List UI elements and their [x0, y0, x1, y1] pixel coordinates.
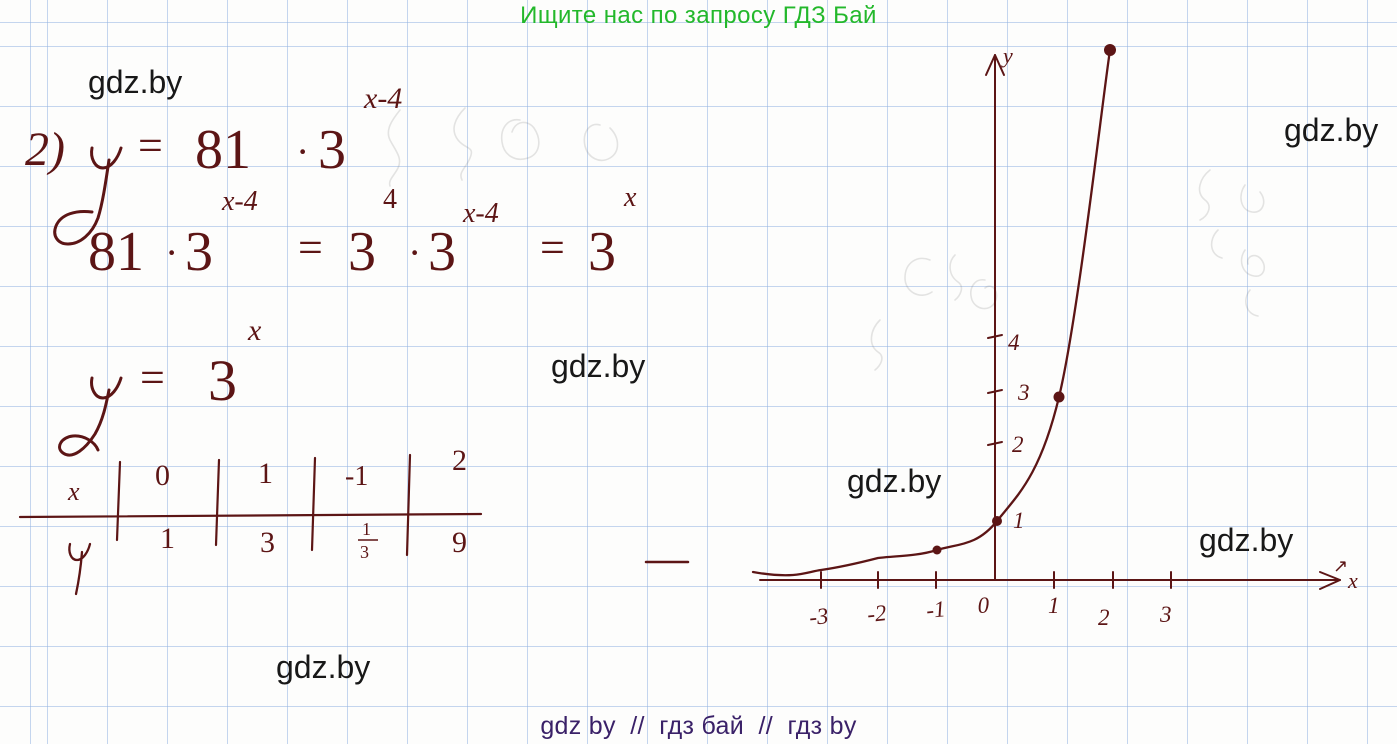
svg-text:-1: -1	[925, 596, 947, 623]
svg-text:4: 4	[1008, 330, 1020, 355]
svg-text:2: 2	[1098, 605, 1110, 630]
svg-text:-3: -3	[808, 603, 830, 630]
svg-text:3: 3	[1159, 602, 1172, 627]
svg-text:1: 1	[1048, 593, 1060, 618]
svg-text:2: 2	[1012, 432, 1024, 457]
svg-text:y: y	[1001, 43, 1013, 68]
svg-text:1: 1	[1013, 508, 1025, 533]
svg-text:0: 0	[977, 592, 990, 618]
svg-text:3: 3	[1017, 380, 1030, 405]
svg-text:x: x	[1347, 568, 1358, 593]
svg-text:-2: -2	[866, 600, 888, 627]
svg-text:↗: ↗	[1333, 556, 1348, 576]
